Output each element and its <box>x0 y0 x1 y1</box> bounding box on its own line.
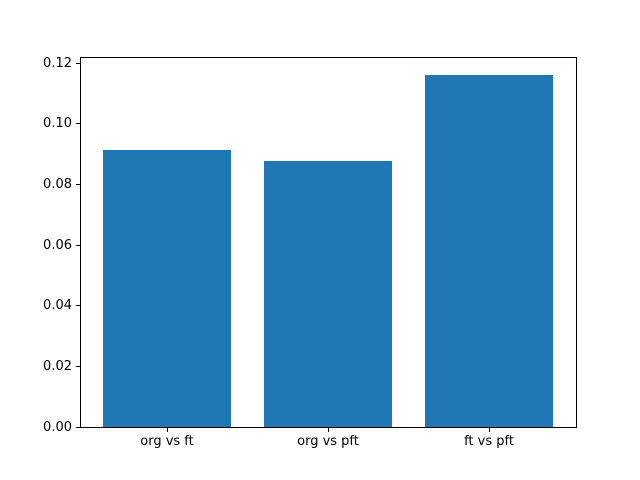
x-tick-mark <box>488 427 490 432</box>
y-tick-label: 0.02 <box>43 359 72 374</box>
y-tick-label: 0.06 <box>43 237 72 253</box>
x-tick-label: ft vs pft <box>464 434 514 449</box>
x-tick-label: org vs pft <box>297 434 359 449</box>
y-tick-mark <box>75 305 80 307</box>
y-tick-mark <box>75 426 80 428</box>
y-tick-mark <box>75 183 80 185</box>
y-tick-label: 0.12 <box>43 55 72 71</box>
y-tick-mark <box>75 366 80 367</box>
y-tick-mark <box>75 123 80 125</box>
y-tick-label: 0.10 <box>43 116 72 132</box>
bar-ft-vs-pft <box>424 74 554 428</box>
y-tick-mark <box>75 62 80 64</box>
x-tick-mark <box>327 427 329 432</box>
bar-org-vs-pft <box>263 161 393 428</box>
y-tick-label: 0.04 <box>43 298 72 314</box>
y-tick-mark <box>75 244 80 246</box>
y-tick-label: 0.00 <box>43 419 72 435</box>
x-tick-label: org vs ft <box>140 434 194 449</box>
bar-org-vs-ft <box>102 149 232 428</box>
x-tick-mark <box>166 427 168 432</box>
y-tick-label: 0.08 <box>43 176 72 192</box>
